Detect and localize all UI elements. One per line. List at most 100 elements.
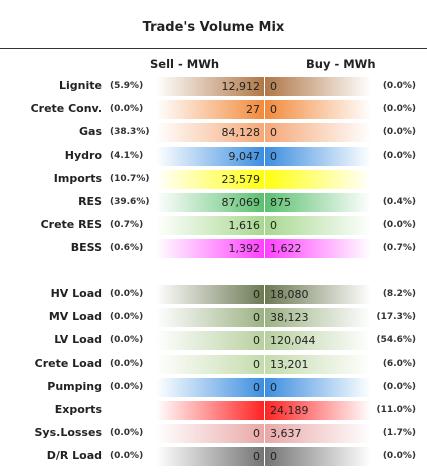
buy-cell	[265, 354, 371, 374]
sell-percent: (0.7%)	[110, 220, 144, 231]
row-label: Lignite	[59, 79, 102, 92]
sell-cell	[156, 123, 264, 143]
sell-percent: (4.1%)	[110, 150, 144, 161]
sell-value: 0	[253, 450, 260, 464]
sell-cell	[156, 354, 264, 374]
buy-percent: (0.0%)	[382, 150, 416, 161]
row-label: Pumping	[47, 379, 102, 393]
sell-value: 87,069	[221, 196, 261, 209]
sell-percent: (0.0%)	[110, 104, 144, 115]
buy-value: 0	[270, 380, 277, 394]
title: Trade's Volume Mix	[142, 20, 285, 35]
buy-percent: (0.0%)	[382, 104, 416, 115]
buy-percent: (0.7%)	[382, 243, 416, 254]
row-label: BESS	[70, 241, 102, 255]
buy-value: 1,622	[270, 242, 302, 256]
row-label: Crete Load	[34, 356, 102, 370]
buy-percent: (0.4%)	[382, 197, 416, 207]
sell-value: 9,047	[228, 149, 261, 163]
sell-percent: (0.0%)	[110, 358, 144, 369]
sell-value: 23,579	[221, 172, 261, 186]
row-label: MV Load	[48, 310, 102, 324]
sell-value: 1,392	[228, 242, 261, 256]
buy-cell	[265, 377, 371, 397]
sell-cell	[156, 216, 264, 236]
buy-value: 0	[270, 103, 277, 117]
sell-cell	[156, 193, 264, 212]
sell-percent: (10.7%)	[110, 173, 150, 184]
buy-cell	[265, 239, 371, 259]
buy-header: Buy - MWh	[306, 57, 376, 71]
buy-percent: (11.0%)	[376, 405, 416, 415]
buy-percent: (0.0%)	[382, 81, 416, 91]
buy-cell	[265, 77, 371, 96]
row-label: Exports	[54, 403, 102, 416]
sell-value: 0	[253, 311, 260, 325]
buy-value: 120,044	[270, 334, 316, 348]
sell-value: 0	[253, 427, 260, 441]
sell-percent: (0.6%)	[110, 243, 144, 254]
buy-cell	[265, 169, 371, 189]
sell-cell	[156, 308, 264, 328]
buy-cell	[265, 424, 371, 444]
sell-percent: (0.0%)	[110, 289, 144, 299]
row-label: Hydro	[64, 148, 102, 162]
row-label: Gas	[79, 125, 102, 139]
sell-cell	[156, 424, 264, 444]
sell-cell	[156, 377, 264, 397]
sell-percent: (0.0%)	[110, 381, 144, 392]
buy-value: 3,637	[270, 427, 302, 441]
sell-percent: (0.0%)	[110, 312, 144, 323]
buy-value: 18,080	[270, 288, 309, 301]
buy-percent: (1.7%)	[382, 428, 416, 439]
sell-cell	[156, 401, 264, 420]
buy-percent: (0.0%)	[382, 451, 416, 462]
buy-percent: (17.3%)	[376, 312, 416, 323]
buy-cell	[265, 216, 371, 236]
buy-cell	[265, 100, 371, 120]
sell-percent: (5.9%)	[110, 81, 144, 91]
row-label: Imports	[53, 171, 102, 185]
sell-value: 0	[253, 357, 260, 371]
buy-cell	[265, 308, 371, 328]
buy-value: 0	[270, 126, 277, 140]
sell-value: 0	[253, 334, 260, 348]
row-label: HV Load	[50, 287, 102, 300]
buy-percent: (54.6%)	[376, 335, 416, 346]
sell-value: 1,616	[228, 219, 261, 233]
buy-cell	[265, 447, 371, 467]
title-rule	[0, 48, 427, 49]
buy-cell	[265, 193, 371, 212]
buy-cell	[265, 123, 371, 143]
buy-value: 0	[270, 450, 277, 464]
sell-header: Sell - MWh	[150, 57, 220, 71]
sell-cell	[156, 146, 264, 166]
buy-cell	[265, 331, 371, 351]
sell-cell	[156, 331, 264, 351]
buy-value: 0	[270, 219, 277, 233]
row-label: D/R Load	[46, 449, 102, 463]
sell-cell	[156, 100, 264, 120]
row-label: Sys.Losses	[34, 426, 103, 440]
sell-cell	[156, 239, 264, 259]
buy-value: 0	[270, 80, 277, 93]
sell-cell	[156, 169, 264, 189]
buy-value: 38,123	[270, 311, 309, 325]
sell-percent: (0.0%)	[110, 451, 144, 462]
buy-percent: (0.0%)	[382, 381, 416, 392]
sell-cell	[156, 285, 264, 304]
buy-cell	[265, 401, 371, 420]
sell-value: 0	[253, 288, 260, 301]
sell-percent: (0.0%)	[110, 335, 144, 346]
row-label: Crete RES	[40, 218, 102, 232]
row-label: Crete Conv.	[30, 102, 102, 116]
sell-percent: (38.3%)	[110, 127, 150, 138]
buy-percent: (6.0%)	[382, 358, 416, 369]
row-label: LV Load	[54, 333, 102, 347]
sell-percent: (0.0%)	[110, 428, 144, 439]
buy-cell	[265, 285, 371, 304]
sell-value: 27	[246, 103, 260, 117]
row-label: RES	[78, 195, 102, 208]
sell-percent: (39.6%)	[110, 197, 150, 207]
